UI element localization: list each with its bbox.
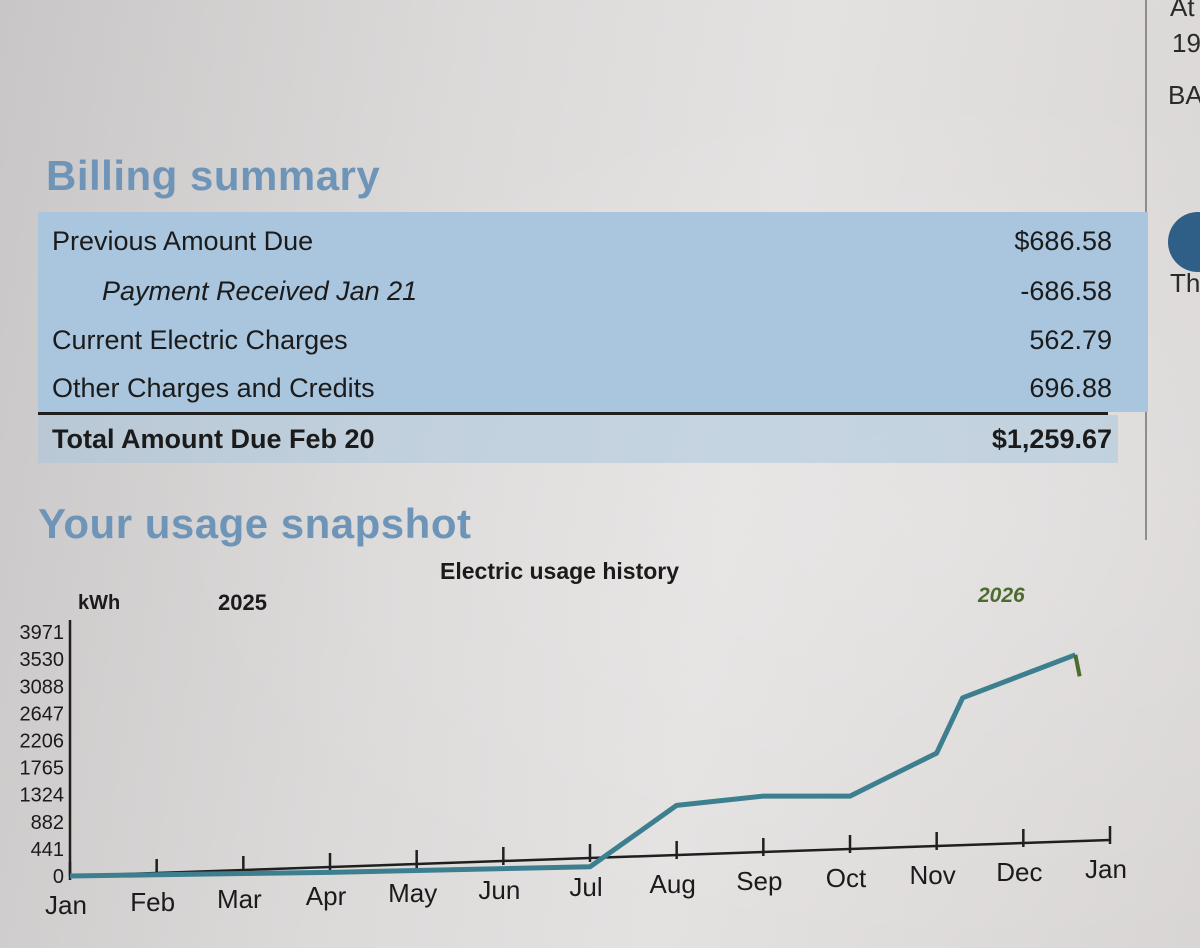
- x-tick-label: Dec: [996, 857, 1042, 887]
- x-tick-label: Mar: [217, 884, 262, 914]
- y-tick-label: 2206: [20, 730, 65, 752]
- y-tick-label: 0: [53, 866, 64, 888]
- y-tick-label: 3530: [20, 649, 65, 671]
- series-line-2025: [69, 652, 1077, 879]
- billing-row-label: Other Charges and Credits: [52, 373, 375, 403]
- year-label-2026: 2026: [978, 584, 1025, 607]
- year-label-2025: 2025: [218, 590, 267, 615]
- x-tick-label: Oct: [826, 863, 867, 893]
- edge-text-fragment: Th: [1170, 268, 1200, 298]
- y-tick-label: 2647: [20, 703, 65, 725]
- x-tick-label: Aug: [650, 869, 696, 899]
- billing-table-background: [38, 212, 1148, 412]
- y-tick-label: 441: [31, 839, 64, 861]
- billing-row-label: Current Electric Charges: [52, 325, 348, 355]
- billing-row-label: Payment Received Jan 21: [102, 276, 418, 306]
- billing-summary-title: Billing summary: [46, 152, 381, 199]
- y-tick-label: 3971: [20, 622, 65, 644]
- y-tick-label: 1765: [20, 758, 65, 780]
- x-tick-label: May: [388, 878, 437, 908]
- edge-text-fragment: At: [1170, 0, 1195, 22]
- y-tick-label: 3088: [20, 676, 65, 698]
- billing-row-amount: -686.58: [1020, 276, 1112, 306]
- x-tick-label: Jan: [45, 890, 87, 920]
- billing-row-amount: $686.58: [1014, 226, 1112, 256]
- x-tick-label: Apr: [306, 881, 347, 911]
- billing-row-amount: 696.88: [1029, 373, 1112, 403]
- x-tick-label: Nov: [910, 860, 956, 890]
- billing-row-amount: 562.79: [1029, 325, 1112, 355]
- y-tick-label: 882: [31, 812, 64, 834]
- total-row-background: [38, 415, 1118, 463]
- usage-snapshot-title: Your usage snapshot: [38, 500, 472, 547]
- edge-text-fragment: BA: [1168, 80, 1200, 110]
- billing-row-label: Previous Amount Due: [52, 226, 314, 256]
- y-axis-unit-label: kWh: [78, 592, 121, 614]
- chart-title: Electric usage history: [440, 558, 680, 584]
- total-label: Total Amount Due Feb 20: [52, 424, 375, 454]
- x-tick-label: Feb: [130, 887, 175, 917]
- edge-text-fragment: 19: [1172, 28, 1200, 58]
- series-line-2026: [1073, 654, 1082, 677]
- total-amount: $1,259.67: [991, 424, 1112, 454]
- x-tick-label: Jun: [478, 875, 520, 905]
- x-tick-label: Sep: [736, 866, 782, 896]
- total-divider: [38, 412, 1108, 415]
- y-tick-label: 1324: [20, 785, 65, 807]
- x-tick-label: Jul: [569, 872, 602, 902]
- x-tick-label: Jan: [1085, 854, 1127, 884]
